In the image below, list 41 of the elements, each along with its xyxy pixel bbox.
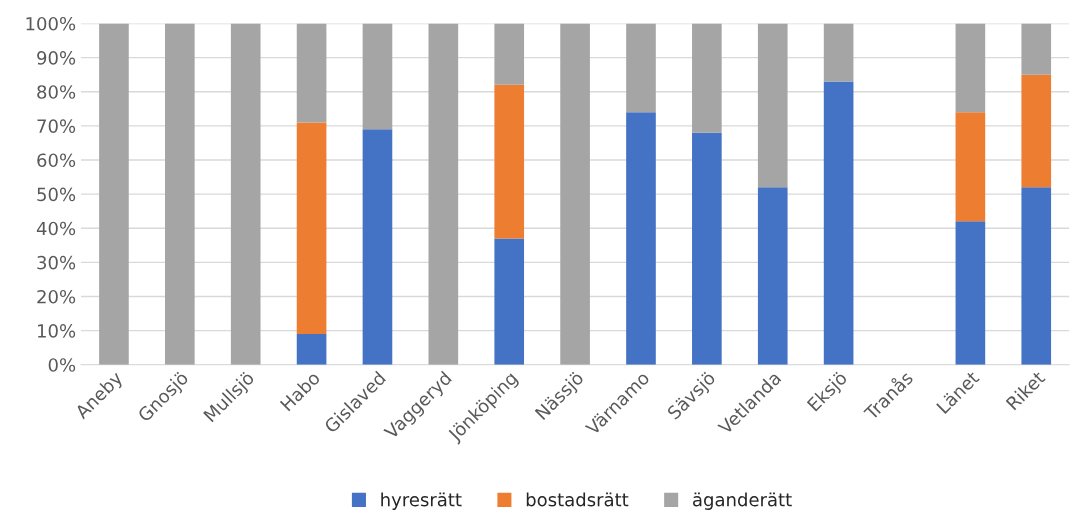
bar [1021,23,1052,75]
bar [955,221,986,365]
legend-label: hyresrätt [381,492,462,510]
bar [823,81,854,365]
bar [823,23,854,82]
bar [494,84,525,239]
bar [955,23,986,113]
bar [362,23,393,130]
y-tick-label: 70% [37,119,76,133]
y-tick-label: 60% [37,153,76,168]
bar [757,23,788,188]
y-tick-label: 100% [26,16,76,31]
bar [296,333,327,365]
y-tick-label: 50% [37,187,76,202]
y-tick-label: 90% [37,51,76,65]
bar [428,23,459,365]
y-tick-label: 20% [37,289,76,304]
y-tick-label: 30% [37,255,76,270]
bar [560,23,590,365]
legend-label: äganderätt [693,492,792,510]
bar [296,23,327,123]
bar [494,238,525,365]
bar [99,23,129,365]
legend-label: bostadsrätt [526,492,629,507]
bar [757,187,788,365]
bar [1021,74,1052,188]
bar [362,129,393,365]
bar [955,112,986,222]
bar [494,23,525,85]
bar [230,23,261,365]
y-tick-label: 80% [37,85,76,99]
y-tick-label: 10% [37,324,76,338]
bar [165,23,195,365]
y-tick-label: 40% [36,221,76,236]
bar [626,112,656,365]
y-tick-label: 0% [48,358,76,372]
bar [296,122,327,334]
bar [626,23,656,113]
bar [1021,187,1052,365]
bar [692,23,722,133]
bar [692,132,722,365]
